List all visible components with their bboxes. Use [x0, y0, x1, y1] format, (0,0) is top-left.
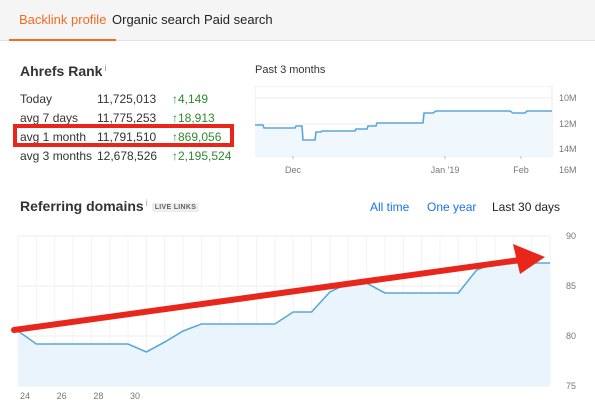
- arrow-shaft: [11, 257, 523, 333]
- x-tick-label: 30: [130, 391, 140, 401]
- highlight-annotation-box: [13, 124, 234, 147]
- range-one-year[interactable]: One year: [427, 200, 477, 214]
- rank-change: ↑18,913: [172, 111, 215, 125]
- x-tick-label: 26: [57, 391, 67, 401]
- series-area: [18, 263, 550, 386]
- live-links-badge: LIVE LINKS: [151, 202, 200, 212]
- mini-y-label: 16M: [559, 165, 577, 175]
- tab-organic-search[interactable]: Organic search: [112, 12, 201, 27]
- y-tick-label: 90: [566, 231, 576, 241]
- mini-x-label: Feb: [513, 165, 529, 175]
- rank-value: 12,678,526: [97, 149, 158, 163]
- y-tick-label: 85: [566, 281, 576, 291]
- mini-chart-title: Past 3 months: [255, 64, 326, 76]
- ahrefs-rank-title: Ahrefs Rank i: [20, 63, 106, 79]
- rank-value: 11,791,510: [97, 130, 157, 144]
- ahrefs-rank-label: Ahrefs Rank: [20, 63, 103, 79]
- series-line: [17, 262, 550, 353]
- tab-bar: Backlink profile Organic search Paid sea…: [0, 0, 595, 41]
- y-tick-label: 80: [566, 331, 576, 341]
- info-icon[interactable]: i: [145, 198, 148, 208]
- rank-row-7days: avg 7 days 11,775,253 ↑18,913: [20, 109, 230, 127]
- up-arrow-icon: ↑: [172, 130, 178, 144]
- arrow-head: [513, 244, 545, 274]
- rank-label: avg 7 days: [20, 111, 79, 125]
- mini-x-label: Dec: [285, 165, 302, 175]
- rank-change: ↑4,149: [172, 92, 209, 106]
- rank-row-today: Today 11,725,013 ↑4,149: [20, 90, 230, 108]
- tab-backlink-profile[interactable]: Backlink profile: [9, 0, 117, 41]
- x-tick-label: 24: [20, 391, 30, 401]
- rank-value: 11,775,253: [97, 111, 157, 125]
- referring-domains-label: Referring domains: [20, 198, 144, 214]
- up-arrow-icon: ↑: [172, 92, 178, 106]
- rank-change: ↑869,056: [172, 130, 222, 144]
- range-all-time[interactable]: All time: [370, 200, 410, 214]
- rank-label: Today: [20, 92, 53, 106]
- x-tick-label: 28: [93, 391, 103, 401]
- up-arrow-icon: ↑: [172, 149, 178, 163]
- y-tick-label: 75: [566, 381, 576, 391]
- trend-arrow-annotation: [11, 244, 545, 333]
- rank-change: ↑2,195,524: [172, 149, 232, 163]
- info-icon[interactable]: i: [104, 63, 107, 73]
- referring-domains-chart: 75 80 85 90 24 26 28 30: [11, 231, 576, 401]
- mini-y-label: 10M: [559, 93, 577, 103]
- rank-value: 11,725,013: [97, 92, 157, 106]
- mini-rank-chart: Dec Jan '19 Feb 10M 12M 14M 16M: [255, 86, 577, 175]
- rank-row-3months: avg 3 months 12,678,526 ↑2,195,524: [20, 147, 232, 165]
- mini-area-fill: [255, 111, 552, 156]
- rank-label: avg 1 month: [20, 130, 87, 144]
- tab-paid-search[interactable]: Paid search: [204, 12, 273, 27]
- mini-y-label: 12M: [559, 119, 577, 129]
- y-tick-layer: 75 80 85 90: [566, 231, 576, 391]
- referring-domains-title: Referring domains i LIVE LINKS: [20, 198, 200, 214]
- mini-x-label: Jan '19: [431, 165, 460, 175]
- up-arrow-icon: ↑: [172, 111, 178, 125]
- rank-row-1month: avg 1 month 11,791,510 ↑869,056: [20, 128, 230, 146]
- rank-label: avg 3 months: [20, 149, 93, 163]
- mini-rank-line: [255, 110, 552, 141]
- range-last-30-days[interactable]: Last 30 days: [492, 200, 561, 214]
- x-tick-layer: 24 26 28 30: [20, 391, 140, 401]
- mini-y-label: 14M: [559, 144, 577, 154]
